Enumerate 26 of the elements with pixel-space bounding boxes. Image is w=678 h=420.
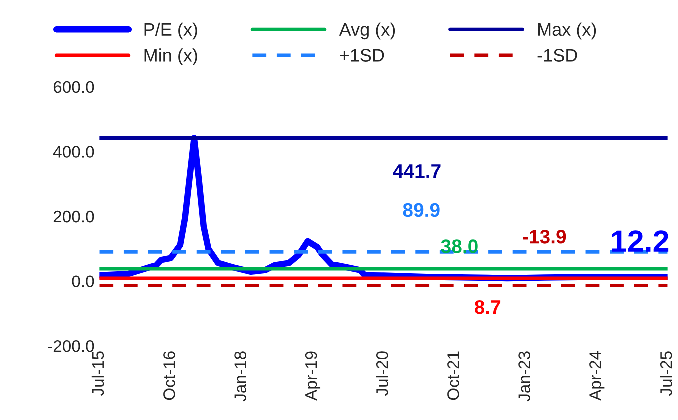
legend-label: Avg (x)	[339, 22, 396, 40]
y-tick-label: 400.0	[53, 146, 94, 158]
annotation: 441.7	[393, 164, 441, 178]
y-tick-label: 0.0	[72, 276, 94, 288]
legend-label: -1SD	[538, 49, 578, 62]
y-tick-label: 600.0	[54, 81, 94, 94]
legend-label: Min (x)	[144, 48, 198, 66]
x-tick-label: Jul-20	[376, 352, 388, 396]
x-tick-label: Apr-19	[305, 352, 321, 401]
legend-label: Max (x)	[538, 22, 596, 40]
annotation: 89.9	[403, 203, 440, 218]
x-tick-label: Jan-23	[518, 352, 530, 402]
y-tick-label: 200.0	[54, 210, 94, 223]
x-tick-label: Oct-21	[448, 352, 460, 400]
x-tick-label: Oct-16	[164, 352, 176, 400]
annotation: -13.9	[523, 230, 566, 244]
x-tick-label: Jan-18	[234, 352, 246, 402]
legend-label: +1SD	[340, 49, 384, 62]
annotation: 12.2	[612, 230, 669, 252]
x-tick-label: Jul-15	[92, 352, 104, 396]
x-tick-label: Jul-25	[660, 352, 672, 396]
annotation: 8.7	[474, 300, 501, 314]
annotation: 38.0	[441, 240, 478, 254]
x-tick-label: Apr-24	[590, 351, 605, 401]
legend-label: P/E (x)	[144, 22, 198, 40]
y-tick-label: -200.0	[48, 340, 94, 352]
